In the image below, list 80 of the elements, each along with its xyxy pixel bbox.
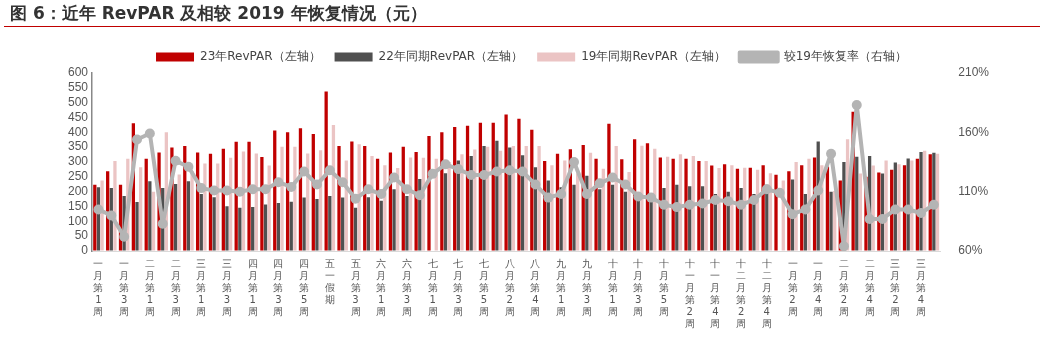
bar	[302, 197, 306, 251]
bar	[251, 207, 255, 251]
x-tick-label: 七月第1周	[427, 257, 438, 317]
bar	[443, 173, 448, 251]
legend-label: 22年同期RevPAR（左轴）	[378, 49, 524, 64]
bar	[858, 173, 863, 251]
x-tick-label: 七月第3周	[453, 257, 464, 317]
x-tick-label: 一月第3周	[119, 257, 130, 317]
chart-title: 图 6：近年 RevPAR 及相较 2019 年恢复情况（元）	[4, 0, 1040, 27]
legend-label: 23年RevPAR（左轴）	[200, 49, 321, 64]
bar	[289, 201, 293, 251]
bar	[341, 197, 345, 251]
x-tick-label: 十月第1周	[607, 257, 618, 317]
y-tick-label: 450	[67, 109, 89, 124]
y2-tick-label: 210%	[958, 65, 990, 80]
x-tick-label: 九月第3周	[581, 257, 592, 317]
legend-label: 19年同期RevPAR（左轴）	[581, 49, 726, 64]
bar	[151, 191, 156, 251]
x-tick-label: 三月第1周	[196, 257, 207, 317]
y-tick-label: 150	[67, 198, 89, 213]
bar	[186, 181, 191, 251]
y-tick-label: 200	[67, 183, 89, 198]
bar	[829, 191, 833, 251]
x-tick-label: 二月第3周	[170, 257, 181, 317]
bar	[177, 174, 181, 251]
x-tick-label: 四月第3周	[273, 257, 284, 317]
x-tick-label: 十月第5周	[658, 257, 669, 317]
x-tick-label: 四月第1周	[247, 257, 258, 317]
x-tick-label: 五一假期	[324, 257, 335, 305]
y-tick-label: 300	[67, 154, 89, 169]
x-tick-label: 三月第3周	[221, 257, 232, 317]
bar	[238, 207, 242, 251]
bar	[144, 158, 148, 251]
bar	[139, 167, 143, 251]
y-tick-label: 250	[67, 169, 89, 184]
bar	[173, 183, 178, 251]
bar	[276, 202, 281, 251]
x-tick-label: 八月第4周	[530, 257, 541, 317]
y-tick-label: 400	[67, 124, 89, 139]
x-tick-label: 一月第1周	[93, 257, 104, 317]
legend-label: 较19年恢复率（右轴）	[783, 49, 907, 64]
bar	[148, 181, 152, 251]
bar	[855, 156, 859, 251]
x-tick-label: 六月第3周	[401, 257, 412, 317]
x-tick-label: 三月第2周	[890, 257, 901, 317]
bar	[392, 189, 396, 251]
y2-tick-label: 110%	[958, 183, 989, 198]
x-tick-label: 十一月第2周	[684, 257, 695, 329]
y-tick-label: 350	[67, 139, 89, 154]
y-tick-label: 550	[67, 80, 89, 95]
x-tick-label: 七月第5周	[479, 257, 490, 317]
y-tick-label: 50	[74, 228, 89, 243]
x-tick-label: 八月第2周	[504, 257, 515, 317]
bar	[135, 202, 139, 251]
x-tick-label: 六月第1周	[376, 257, 387, 317]
y-tick-label: 600	[67, 65, 89, 80]
bar	[328, 196, 332, 251]
x-tick-label: 二月第1周	[144, 257, 155, 317]
bar	[263, 204, 268, 251]
y2-tick-label: 160%	[958, 124, 990, 139]
x-tick-label: 十一月第4周	[710, 257, 721, 329]
x-tick-label: 九月第1周	[556, 257, 567, 317]
bar	[572, 184, 576, 251]
y-tick-label: 100	[67, 213, 89, 228]
y-tick-label: 500	[67, 94, 89, 109]
x-tick-label: 五月第3周	[350, 257, 361, 317]
x-tick-label: 一月第2周	[787, 257, 798, 317]
x-tick-label: 十二月第4周	[761, 257, 772, 329]
x-tick-label: 十月第3周	[633, 257, 644, 317]
x-tick-label: 十二月第2周	[736, 257, 747, 329]
y-tick-label: 0	[81, 243, 89, 258]
x-tick-label: 一月第4周	[813, 257, 824, 317]
x-tick-label: 三月第4周	[916, 257, 927, 317]
x-tick-label: 二月第4周	[864, 257, 875, 317]
x-tick-label: 四月第5周	[299, 257, 310, 317]
x-tick-label: 二月第2周	[838, 257, 849, 317]
bar	[225, 206, 229, 251]
y2-tick-label: 60%	[958, 243, 983, 258]
bar	[353, 207, 358, 251]
bar	[315, 199, 319, 251]
